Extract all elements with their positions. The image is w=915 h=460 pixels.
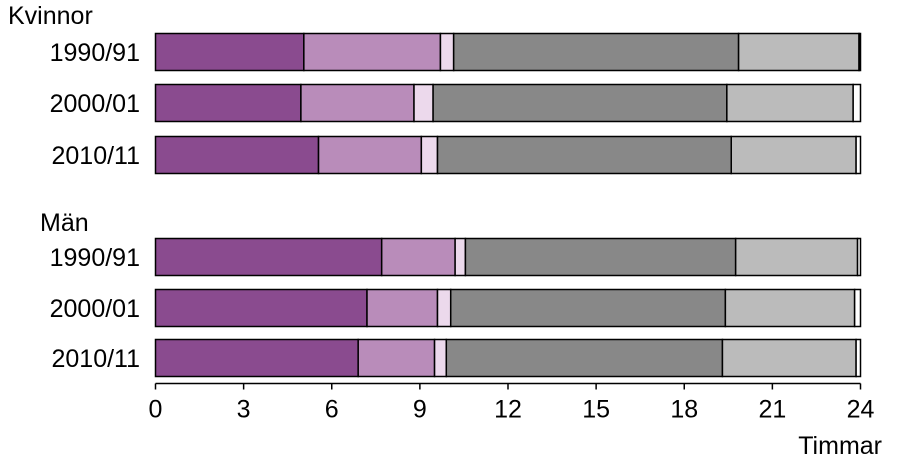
bar-segment [154,83,302,123]
bar-segment [855,338,862,378]
bar-segment [380,237,456,277]
row-label: 2010/11 [51,345,140,373]
bar-segment [154,288,368,328]
bar-segment [858,32,862,72]
bar-segment [433,338,448,378]
bar-segment [853,288,862,328]
bar-segment [303,32,442,72]
bar-segment [436,288,452,328]
bar-segment [436,135,732,175]
bar-segment [154,338,359,378]
bar-segment [420,135,439,175]
bar-segment [855,135,862,175]
bar-segment [154,135,320,175]
x-tick-label: 3 [237,396,251,424]
x-tick-label: 12 [494,396,522,424]
row-label: 1990/91 [50,244,140,272]
bar-segment [852,83,862,123]
bar-segment [724,288,856,328]
x-tick-label: 0 [149,396,163,424]
labels-layer: Kvinnor 1990/91 2000/01 2010/11 Män 1990/91 20… [8,2,140,373]
bar-segment [432,83,728,123]
bar-segment [366,288,439,328]
bar-segment [413,83,434,123]
group-label: Kvinnor [8,2,93,30]
x-axis: 0 3 6 9 12 15 18 21 24 Timmar [149,382,882,460]
bar-segment [317,135,423,175]
row-label: 2000/01 [50,295,140,323]
row-label: 2010/11 [51,142,140,170]
bar-segment [357,338,436,378]
group-label: Män [40,209,89,237]
bar-segment [464,237,737,277]
bar-segment [300,83,415,123]
bar-segment [737,32,860,72]
bar-segment [449,288,727,328]
bar-segment [734,237,859,277]
row-label: 2000/01 [50,90,140,118]
bars-layer [154,32,862,378]
bar-segment [454,237,467,277]
x-tick-label: 15 [582,396,610,424]
bar-segment [726,83,854,123]
bar-segment [730,135,857,175]
bar-segment [154,32,305,72]
bar-segment [721,338,857,378]
bar-segment [452,32,740,72]
row-label: 1990/91 [50,39,140,67]
bar-segment [439,32,455,72]
x-tick-label: 9 [413,396,427,424]
x-tick-label: 24 [847,396,875,424]
bar-segment [154,237,383,277]
bar-segment [856,237,862,277]
bar-segment [445,338,724,378]
x-tick-label: 18 [670,396,698,424]
x-tick-label: 6 [325,396,339,424]
x-axis-title: Timmar [798,432,882,460]
x-tick-label: 21 [758,396,786,424]
